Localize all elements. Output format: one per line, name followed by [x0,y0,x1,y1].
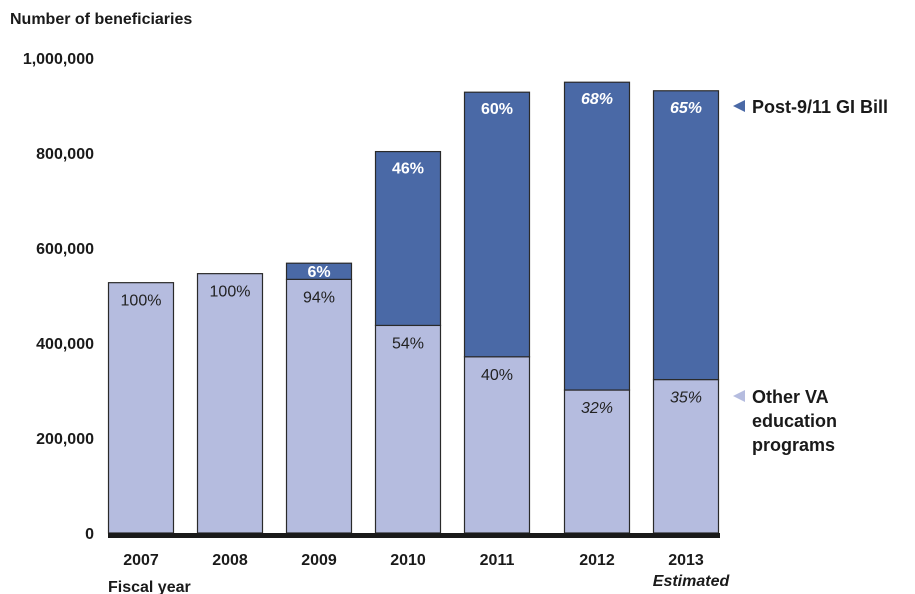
legend-other-line-1: Other VA [752,387,829,407]
x-tick-label: 2009 [301,552,337,569]
x-tick-label: 2012 [579,552,615,569]
bar-post911-2012 [563,81,631,391]
data-label-post911-2010: 46% [392,161,424,178]
bar-post911-2011 [463,91,531,358]
y-tick-label: 600,000 [36,241,94,258]
legend-post911: Post-9/11 GI Bill [733,97,888,117]
data-label-other-2011: 40% [481,367,513,384]
x-tick-label: 2010 [390,552,426,569]
bar-other-2008 [196,273,264,534]
y-ticks: 0 200,000 400,000 600,000 800,000 1,000,000 [23,51,94,543]
x-tick-label: 2007 [123,552,159,569]
estimated-note: Estimated [653,573,731,590]
bars: 100% 100% 6% 94% 46% 54% 60% 40% 68% 32% 65% 35% [107,81,720,534]
y-tick-label: 800,000 [36,146,94,163]
y-tick-label: 0 [85,526,94,543]
legend-other-line-3: programs [752,435,835,455]
data-label-post911-2013: 65% [670,100,702,117]
y-axis-label: Number of beneficiaries [10,11,192,28]
x-tick-label: 2008 [212,552,248,569]
bar-post911-2010 [374,150,442,327]
data-label-other-2013: 35% [670,390,702,407]
x-axis-label: Fiscal year [108,579,191,594]
bar-other-2011 [463,356,531,534]
legend-other: Other VA education programs [733,387,842,455]
data-label-other-2009: 94% [303,289,335,306]
legend-post911-label: Post-9/11 GI Bill [752,97,888,117]
bar-other-2013 [652,378,720,534]
bar-other-2009 [285,278,353,534]
legend-other-label: Other VA education programs [752,387,842,455]
x-categories: 2007 2008 2009 2010 2011 2012 2013 [123,552,704,569]
y-tick-label: 1,000,000 [23,51,94,68]
legend-post911-marker [733,100,745,112]
data-label-other-2010: 54% [392,335,424,352]
data-label-post911-2012: 68% [581,91,613,108]
data-label-post911-2009: 6% [307,264,330,281]
legend-other-marker [733,390,745,402]
bar-other-2010 [374,324,442,534]
y-tick-label: 400,000 [36,336,94,353]
bar-post911-2009 [285,262,353,280]
bar-other-2007 [107,282,175,534]
x-tick-label: 2011 [480,552,515,569]
x-axis-baseline [108,533,720,538]
data-label-other-2012: 32% [581,400,613,417]
x-tick-label: 2013 [668,552,704,569]
legend-other-line-2: education [752,411,837,431]
data-label-other-2008: 100% [210,284,251,301]
data-label-other-2007: 100% [121,293,162,310]
y-tick-label: 200,000 [36,431,94,448]
bar-post911-2013 [652,90,720,381]
data-label-post911-2011: 60% [481,101,513,118]
